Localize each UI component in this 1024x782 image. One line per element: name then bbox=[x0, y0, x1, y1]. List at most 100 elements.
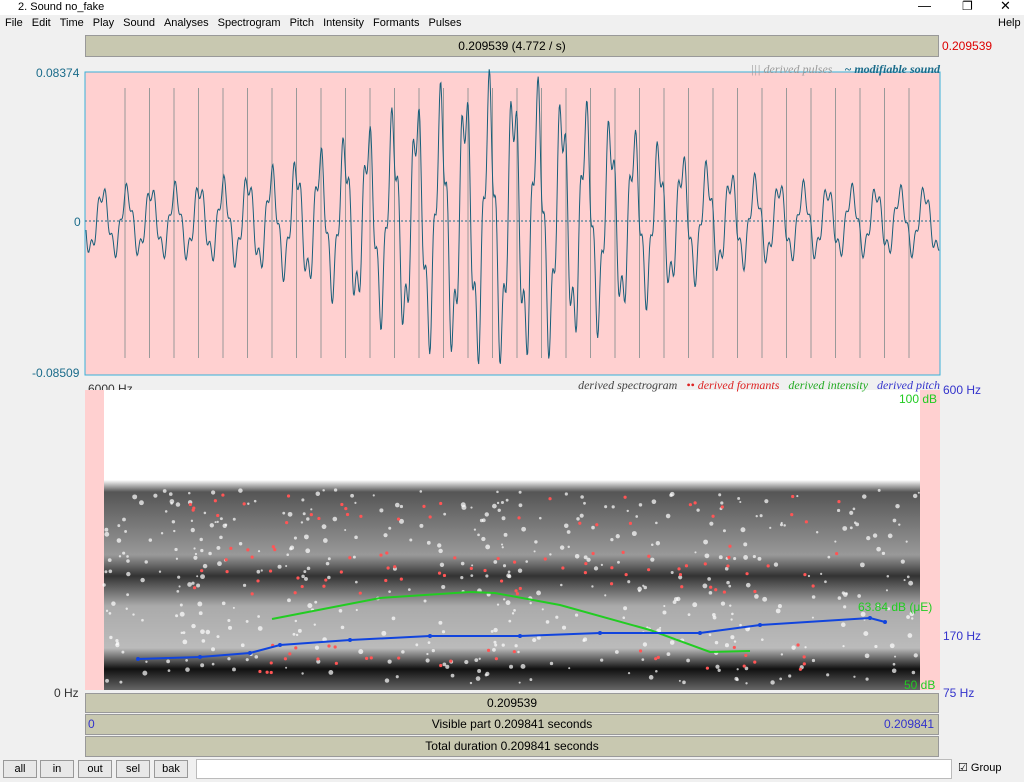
speckle bbox=[903, 579, 906, 582]
speckle bbox=[764, 499, 769, 504]
speckle bbox=[175, 502, 181, 507]
formant-dot bbox=[688, 503, 692, 507]
formant-dot bbox=[250, 555, 254, 559]
speckle bbox=[501, 546, 504, 549]
speckle bbox=[739, 623, 742, 627]
cursor-time-bar[interactable]: 0.209539 bbox=[85, 693, 939, 713]
formant-dot bbox=[727, 555, 731, 560]
speckle bbox=[517, 568, 523, 573]
scrollbar[interactable] bbox=[196, 759, 952, 779]
speckle bbox=[117, 524, 121, 528]
speckle bbox=[574, 554, 580, 559]
speckle bbox=[730, 618, 733, 621]
speckle bbox=[178, 585, 181, 588]
help-menu[interactable]: Help bbox=[998, 17, 1021, 29]
speckle bbox=[736, 668, 739, 671]
menu-item[interactable]: Analyses bbox=[163, 17, 209, 29]
speckle bbox=[566, 530, 571, 534]
speckle bbox=[811, 658, 816, 663]
speckle bbox=[232, 667, 236, 672]
speckle bbox=[492, 648, 496, 652]
formant-dot bbox=[265, 670, 269, 674]
speckle bbox=[115, 638, 119, 643]
formant-dot bbox=[518, 586, 522, 591]
pitch-dot bbox=[698, 631, 702, 635]
speckle bbox=[743, 542, 748, 547]
speckle bbox=[469, 681, 473, 685]
menu-item[interactable]: Sound bbox=[123, 17, 155, 29]
speckle bbox=[641, 658, 645, 661]
menu-item[interactable]: Pitch bbox=[289, 17, 315, 29]
menu-item[interactable]: Edit bbox=[31, 17, 51, 29]
formant-dot bbox=[656, 655, 660, 659]
speckle bbox=[724, 643, 729, 648]
speckle bbox=[911, 670, 916, 675]
formant-dot bbox=[753, 589, 757, 594]
formant-dot bbox=[638, 649, 643, 653]
pitch-dot bbox=[278, 643, 282, 647]
visible-bar[interactable]: Visible part 0.209841 seconds bbox=[85, 714, 939, 735]
formant-dot bbox=[221, 493, 225, 497]
menu-item[interactable]: Intensity bbox=[323, 17, 365, 29]
menu-item[interactable]: Pulses bbox=[428, 17, 462, 29]
speckle bbox=[327, 557, 331, 561]
close[interactable]: ✕ bbox=[1000, 0, 1011, 13]
minimize[interactable]: — bbox=[918, 0, 931, 13]
formant-dot bbox=[595, 523, 599, 527]
speckle bbox=[282, 511, 286, 515]
zoom-button[interactable]: bak bbox=[154, 760, 188, 778]
zoom-button[interactable]: all bbox=[3, 760, 37, 778]
speckle bbox=[534, 540, 538, 544]
speckle bbox=[600, 658, 604, 662]
menu-item[interactable]: Formants bbox=[373, 17, 420, 29]
speckle bbox=[745, 582, 751, 588]
window-title: 2. Sound no_fake bbox=[18, 1, 105, 13]
formant-dot bbox=[286, 494, 291, 498]
speckle bbox=[253, 499, 257, 503]
speckle bbox=[450, 673, 455, 678]
speckle bbox=[906, 575, 910, 579]
formant-dot bbox=[837, 499, 841, 504]
formant-dot bbox=[273, 547, 277, 552]
menu-item[interactable]: Time bbox=[59, 17, 84, 29]
speckle bbox=[545, 620, 550, 624]
menu-item[interactable]: Play bbox=[92, 17, 115, 29]
zoom-button[interactable]: in bbox=[40, 760, 74, 778]
formant-dot bbox=[437, 571, 442, 575]
group-checkbox[interactable]: ☑ Group bbox=[958, 762, 1002, 774]
zoom-button[interactable]: sel bbox=[116, 760, 150, 778]
total-bar[interactable]: Total duration 0.209841 seconds bbox=[85, 736, 939, 757]
speckle bbox=[745, 626, 750, 632]
formant-dot bbox=[711, 514, 715, 518]
menu-item[interactable]: Spectrogram bbox=[217, 17, 281, 29]
speckle bbox=[906, 615, 911, 619]
formant-dot bbox=[333, 645, 337, 649]
speckle bbox=[484, 673, 488, 677]
speckle bbox=[529, 678, 533, 682]
formant-dot bbox=[224, 558, 228, 562]
speckle bbox=[333, 488, 338, 492]
speckle bbox=[315, 491, 321, 496]
speckle bbox=[164, 510, 168, 513]
speckle bbox=[494, 643, 498, 647]
speckle bbox=[245, 658, 249, 662]
speckle bbox=[401, 650, 405, 654]
speckle bbox=[383, 533, 388, 538]
zoom-button[interactable]: out bbox=[78, 760, 112, 778]
formant-dot bbox=[623, 495, 627, 499]
restore[interactable]: ❐ bbox=[962, 0, 973, 13]
speckle bbox=[788, 674, 792, 678]
pitch-dot bbox=[598, 631, 602, 635]
speckle bbox=[755, 514, 758, 518]
speckle bbox=[481, 518, 486, 523]
speckle bbox=[627, 580, 631, 584]
formant-dot bbox=[796, 643, 800, 647]
speckle bbox=[655, 521, 658, 525]
formant-dot bbox=[684, 564, 689, 568]
speckle bbox=[815, 531, 819, 534]
speckle bbox=[525, 560, 529, 563]
speckle bbox=[409, 538, 413, 542]
cursor-bar[interactable]: 0.209539 (4.772 / s) bbox=[85, 35, 939, 57]
menu-item[interactable]: File bbox=[5, 17, 23, 29]
formant-dot bbox=[192, 506, 196, 510]
